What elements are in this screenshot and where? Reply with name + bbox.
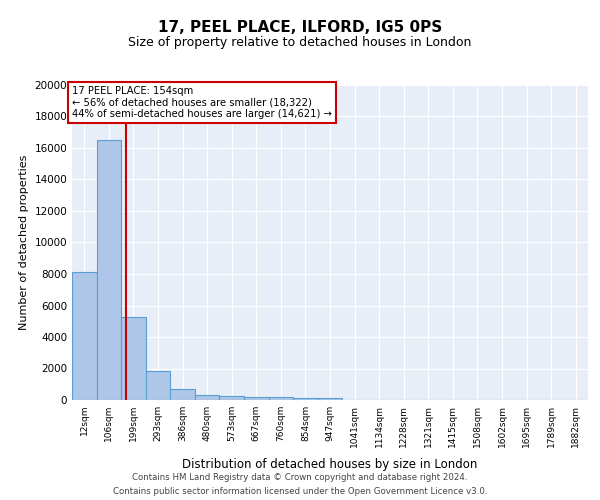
- Bar: [244, 397, 269, 400]
- Y-axis label: Number of detached properties: Number of detached properties: [19, 155, 29, 330]
- Text: Contains public sector information licensed under the Open Government Licence v3: Contains public sector information licen…: [113, 486, 487, 496]
- Bar: [72, 272, 97, 400]
- X-axis label: Distribution of detached houses by size in London: Distribution of detached houses by size …: [182, 458, 478, 471]
- Text: 17, PEEL PLACE, ILFORD, IG5 0PS: 17, PEEL PLACE, ILFORD, IG5 0PS: [158, 20, 442, 35]
- Bar: [146, 371, 170, 400]
- Bar: [293, 398, 318, 400]
- Text: 17 PEEL PLACE: 154sqm
← 56% of detached houses are smaller (18,322)
44% of semi-: 17 PEEL PLACE: 154sqm ← 56% of detached …: [72, 86, 332, 119]
- Bar: [97, 140, 121, 400]
- Bar: [269, 397, 293, 400]
- Bar: [195, 395, 220, 400]
- Bar: [318, 398, 342, 400]
- Text: Size of property relative to detached houses in London: Size of property relative to detached ho…: [128, 36, 472, 49]
- Bar: [121, 316, 146, 400]
- Text: Contains HM Land Registry data © Crown copyright and database right 2024.: Contains HM Land Registry data © Crown c…: [132, 473, 468, 482]
- Bar: [170, 389, 195, 400]
- Bar: [220, 396, 244, 400]
